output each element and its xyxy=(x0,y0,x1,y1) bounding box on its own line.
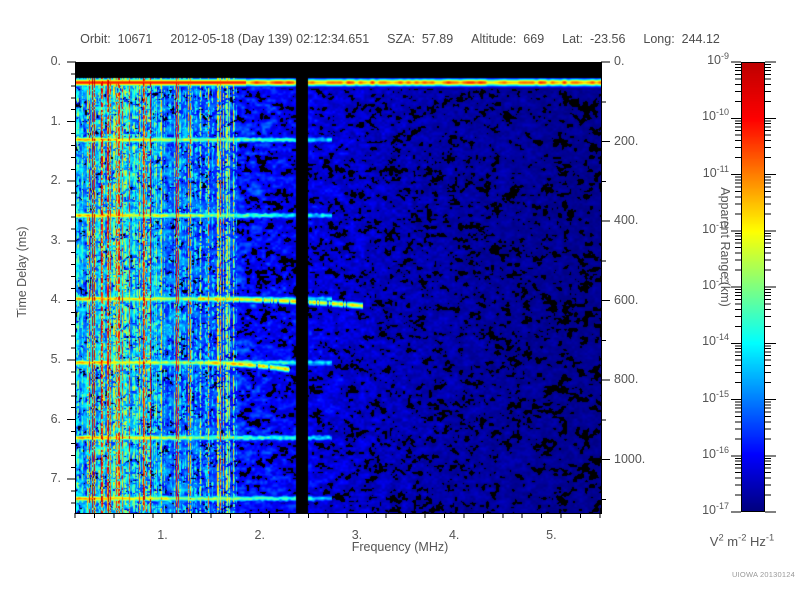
header-field-2: SZA: 57.89 xyxy=(387,32,453,46)
bottom-tick-label-2: 3. xyxy=(351,528,363,542)
right-tick-label-5: 1000. xyxy=(614,451,646,466)
left-tick-label-6: 6. xyxy=(50,411,61,426)
header-field-2-label: SZA: xyxy=(387,32,422,46)
bottom-axis-ticks xyxy=(74,513,601,518)
right-axis-title: Apparent Range (km) xyxy=(718,187,732,307)
left-tick-label-0: 0. xyxy=(50,54,61,68)
header-field-4-label: Lat: xyxy=(562,32,590,46)
right-tick-label-3: 600. xyxy=(614,292,639,307)
right-tick-label-2: 400. xyxy=(614,213,639,227)
institution-watermark: UIOWA 20130124 xyxy=(732,570,795,579)
colorbar-tick-label-4: 10-13 xyxy=(702,275,729,292)
bottom-tick-label-4: 5. xyxy=(546,528,557,542)
colorbar-tick-label-0: 10-9 xyxy=(707,50,729,67)
header-field-5: Long: 244.12 xyxy=(643,32,719,46)
header-field-1-value: 2012-05-18 (Day 139) 02:12:34.651 xyxy=(170,32,370,46)
header-field-3-label: Altitude: xyxy=(471,32,524,46)
header-field-4-value: -23.56 xyxy=(589,32,626,46)
colorbar-tick-label-6: 10-15 xyxy=(702,388,729,405)
colorbar-tick-label-8: 10-17 xyxy=(702,500,729,517)
colorbar-tick-label-2: 10-11 xyxy=(702,163,729,180)
left-tick-label-5: 5. xyxy=(50,352,61,366)
header-field-0: Orbit: 10671 xyxy=(80,32,152,46)
spectrogram-panel xyxy=(75,62,602,514)
left-axis-title: Time Delay (ms) xyxy=(15,226,29,318)
header-field-0-value: 10671 xyxy=(117,32,153,46)
header-field-5-label: Long: xyxy=(643,32,682,46)
right-tick-label-1: 200. xyxy=(614,133,639,148)
right-axis-ticks xyxy=(601,61,610,500)
bottom-tick-label-0: 1. xyxy=(157,528,168,542)
colorbar-tick-label-3: 10-12 xyxy=(702,219,729,236)
header-field-3: Altitude: 669 xyxy=(471,32,544,46)
left-tick-label-7: 7. xyxy=(50,471,61,486)
colorbar-unit-label: V2 m-2 Hz-1 xyxy=(709,532,775,549)
header-field-5-value: 244.12 xyxy=(681,32,720,46)
bottom-tick-label-3: 4. xyxy=(448,528,460,542)
colorbar-gradient xyxy=(741,62,765,512)
x-axis-title: Frequency (MHz) xyxy=(351,540,449,554)
header-field-3-value: 669 xyxy=(523,32,545,46)
left-tick-label-1: 1. xyxy=(50,113,61,128)
colorbar-tick-label-5: 10-14 xyxy=(702,332,729,349)
right-tick-label-4: 800. xyxy=(614,372,639,387)
header-field-2-value: 57.89 xyxy=(421,32,454,46)
header-field-1: 2012-05-18 (Day 139) 02:12:34.651 xyxy=(170,32,369,46)
left-tick-label-2: 2. xyxy=(50,173,61,188)
colorbar-tick-label-1: 10-10 xyxy=(702,107,729,124)
colorbar-tick-label-7: 10-16 xyxy=(702,444,729,461)
left-tick-label-4: 4. xyxy=(50,292,61,307)
figure-header: Orbit: 10671 2012-05-18 (Day 139) 02:12:3… xyxy=(0,30,800,48)
ionogram-heatmap xyxy=(76,63,601,513)
header-field-4: Lat: -23.56 xyxy=(562,32,625,46)
left-tick-label-3: 3. xyxy=(50,232,61,247)
right-tick-label-0: 0. xyxy=(614,54,625,68)
bottom-tick-label-1: 2. xyxy=(254,528,265,542)
header-field-0-label: Orbit: xyxy=(80,32,118,46)
colorbar xyxy=(741,62,765,512)
